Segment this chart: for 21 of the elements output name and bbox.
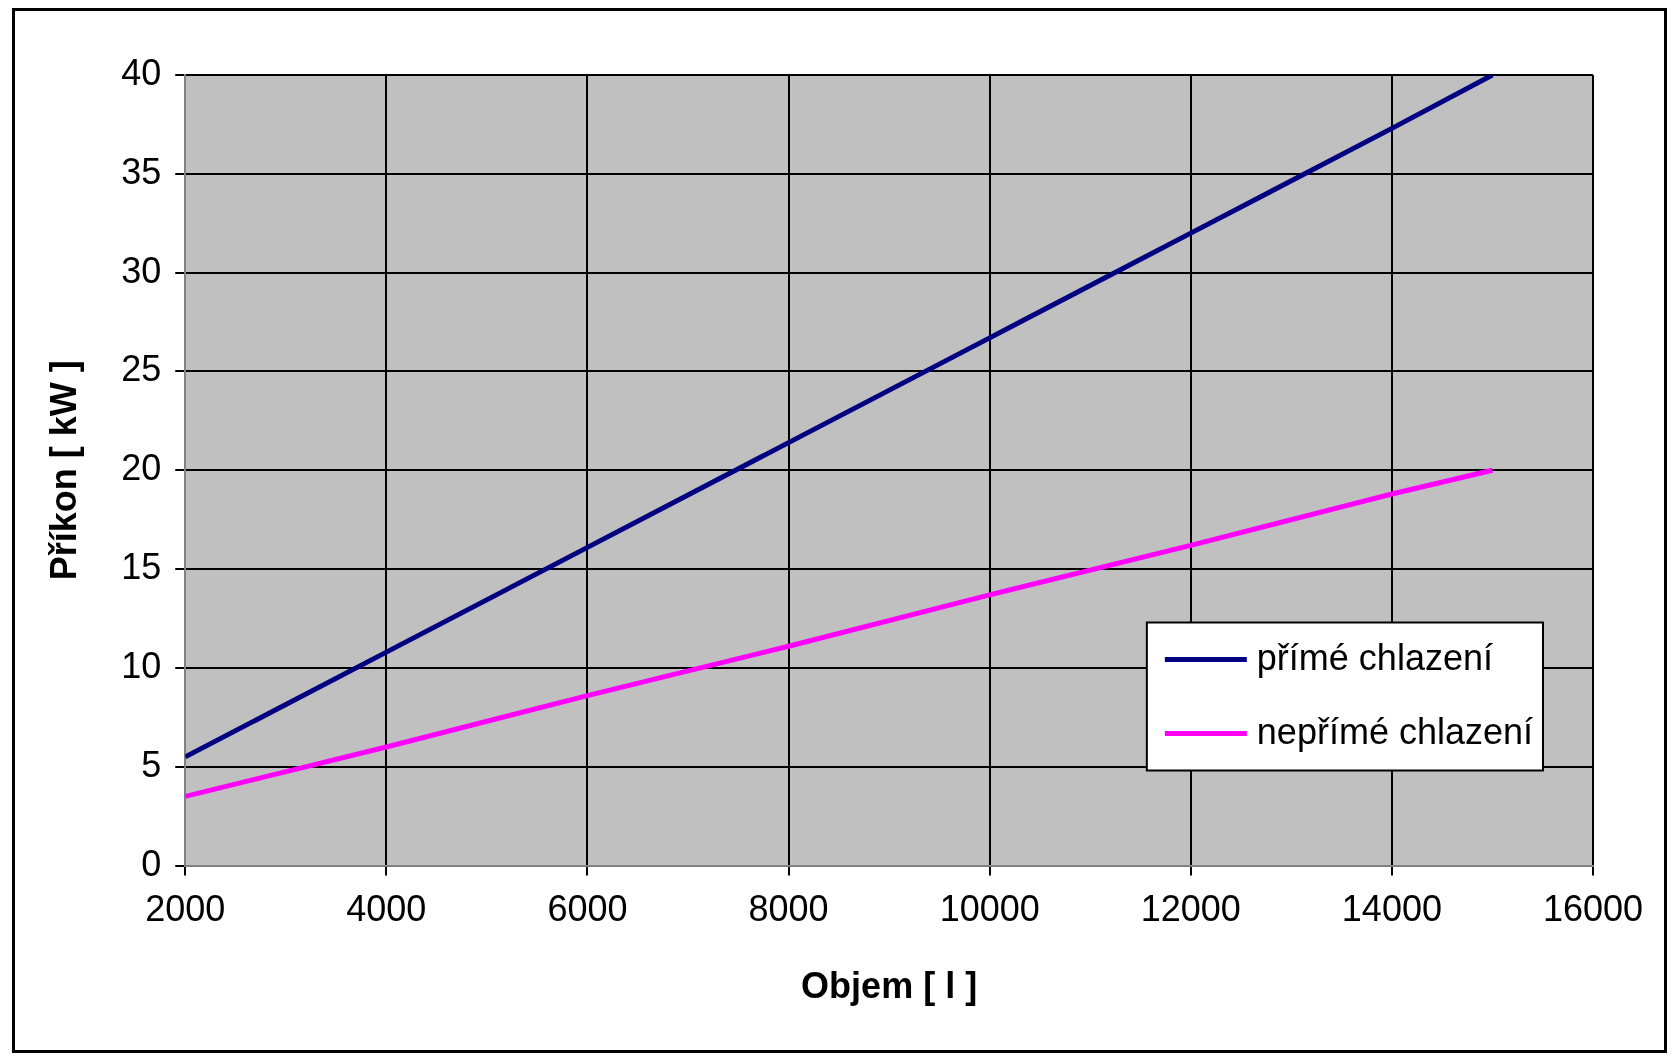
y-tick-label: 10 bbox=[121, 644, 162, 686]
y-tick-label: 35 bbox=[121, 150, 162, 192]
y-tick-label: 25 bbox=[121, 348, 162, 390]
y-axis-title: Příkon [ kW ] bbox=[42, 360, 84, 581]
x-tick-label: 12000 bbox=[1140, 888, 1241, 930]
x-tick-label: 4000 bbox=[346, 888, 427, 930]
x-tick-label: 8000 bbox=[748, 888, 829, 930]
y-tick-label: 0 bbox=[141, 842, 162, 884]
x-tick-label: 10000 bbox=[939, 888, 1040, 930]
x-tick-label: 2000 bbox=[145, 888, 226, 930]
x-tick-label: 14000 bbox=[1341, 888, 1442, 930]
x-tick-label: 6000 bbox=[547, 888, 628, 930]
y-tick-label: 30 bbox=[121, 249, 162, 291]
y-tick-label: 15 bbox=[121, 546, 162, 588]
legend-label: přímé chlazení bbox=[1256, 636, 1493, 678]
y-tick-label: 40 bbox=[121, 51, 162, 93]
legend-label: nepřímé chlazení bbox=[1256, 710, 1533, 752]
x-axis-title: Objem [ l ] bbox=[801, 965, 978, 1007]
y-tick-label: 5 bbox=[141, 743, 162, 785]
y-tick-label: 20 bbox=[121, 447, 162, 489]
x-tick-label: 16000 bbox=[1542, 888, 1644, 930]
